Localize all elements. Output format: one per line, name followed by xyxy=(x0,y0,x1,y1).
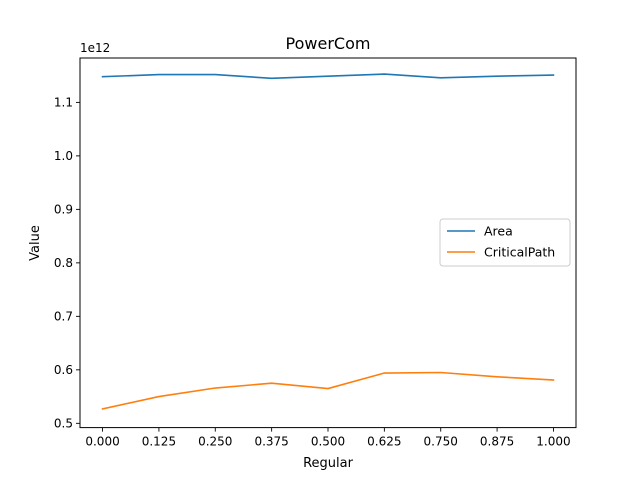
legend: Area CriticalPath xyxy=(439,218,571,267)
series-line-area xyxy=(101,73,555,80)
x-tick-label: 0.375 xyxy=(254,435,288,449)
x-axis-label: Regular xyxy=(303,456,354,471)
x-tick-label: 0.625 xyxy=(367,435,401,449)
series-layer xyxy=(101,73,555,410)
y-tick-label: 0.5 xyxy=(54,417,73,431)
plot-frame xyxy=(79,57,577,429)
y-tick-label: 1.1 xyxy=(54,96,73,110)
x-tick-label: 0.125 xyxy=(142,435,176,449)
series-line-criticalpath xyxy=(101,371,555,410)
y-tick-label: 0.6 xyxy=(54,363,73,377)
x-tick-label: 0.750 xyxy=(424,435,458,449)
legend-label-area: Area xyxy=(484,224,513,239)
x-tick-label: 0.250 xyxy=(198,435,232,449)
y-axis-label: Value xyxy=(28,225,43,261)
y-tick-label: 1.0 xyxy=(54,149,73,163)
x-tick-label: 1.000 xyxy=(536,435,570,449)
y-axis-ticks: 0.5 0.6 0.7 0.8 0.9 1.0 1.1 xyxy=(54,96,80,431)
chart-title: PowerCom xyxy=(286,34,371,53)
x-tick-label: 0.000 xyxy=(85,435,119,449)
x-axis-ticks: 0.000 0.125 0.250 0.375 0.500 0.625 0.750 0.875… xyxy=(85,427,571,449)
x-tick-label: 0.500 xyxy=(311,435,345,449)
y-tick-label: 0.7 xyxy=(54,310,73,324)
legend-label-criticalpath: CriticalPath xyxy=(484,245,555,260)
x-tick-label: 0.875 xyxy=(480,435,514,449)
y-tick-label: 0.9 xyxy=(54,203,73,217)
y-offset-label: 1e12 xyxy=(80,41,110,55)
y-tick-label: 0.8 xyxy=(54,256,73,270)
